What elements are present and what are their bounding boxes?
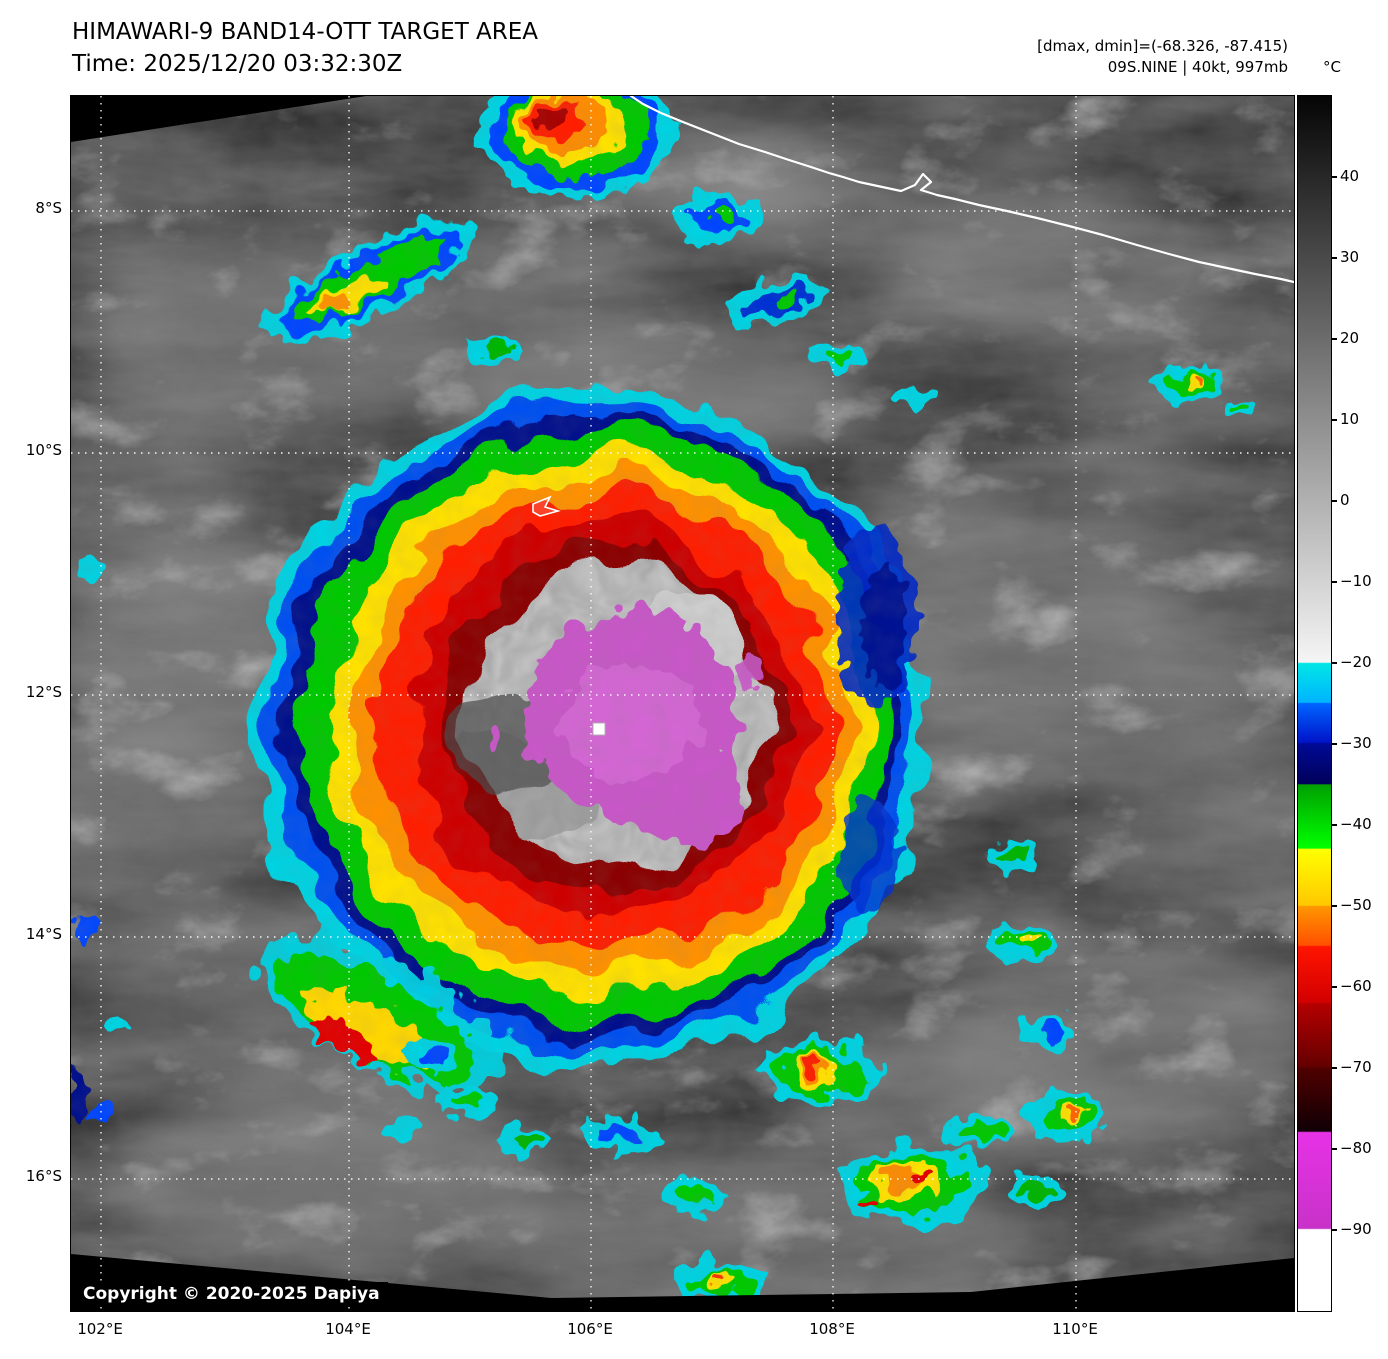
satellite-map: Copyright © 2020-2025 Dapiya	[70, 95, 1295, 1312]
colorbar-tick-m60: −60	[1332, 977, 1372, 995]
satellite-image	[71, 96, 1294, 1311]
colorbar-unit: °C	[1323, 58, 1341, 76]
lon-label-104e: 104°E	[325, 1320, 371, 1338]
colorbar-tick-m30: −30	[1332, 734, 1372, 752]
copyright-watermark: Copyright © 2020-2025 Dapiya	[79, 1282, 388, 1307]
lon-label-106e: 106°E	[567, 1320, 613, 1338]
timestamp: Time: 2025/12/20 03:32:30Z	[72, 51, 403, 77]
colorbar-gradient	[1297, 95, 1332, 1312]
dmax-dmin-readout: [dmax, dmin]=(-68.326, -87.415)	[1037, 37, 1288, 55]
lon-label-102e: 102°E	[77, 1320, 123, 1338]
lat-label-12s: 12°S	[25, 683, 62, 701]
colorbar-tick-m70: −70	[1332, 1058, 1372, 1076]
lon-label-108e: 108°E	[809, 1320, 855, 1338]
gridlines	[71, 96, 1294, 1311]
lat-label-14s: 14°S	[25, 925, 62, 943]
colorbar-tick-30: 30	[1331, 248, 1360, 266]
colorbar-tick-m80: −80	[1332, 1139, 1372, 1157]
page-title: HIMAWARI-9 BAND14-OTT TARGET AREA	[72, 19, 539, 45]
lon-label-110e: 110°E	[1052, 1320, 1098, 1338]
lat-label-16s: 16°S	[25, 1167, 62, 1185]
lat-label-8s: 8°S	[35, 199, 62, 217]
storm-center-marker	[592, 722, 606, 736]
lat-label-10s: 10°S	[25, 441, 62, 459]
coastline	[629, 96, 1294, 284]
colorbar-tick-m10: −10	[1332, 572, 1372, 590]
colorbar-tick-m20: −20	[1332, 653, 1372, 671]
colorbar-tick-40: 40	[1331, 167, 1360, 185]
annotation-glyph	[532, 495, 561, 517]
colorbar-tick-10: 10	[1331, 410, 1360, 428]
colorbar-tick-0: 0	[1332, 491, 1350, 509]
colorbar-tick-20: 20	[1331, 329, 1360, 347]
colorbar-tick-m40: −40	[1332, 815, 1372, 833]
storm-info: 09S.NINE | 40kt, 997mb	[1107, 58, 1288, 76]
colorbar-tick-m50: −50	[1332, 896, 1372, 914]
colorbar-tick-m90: −90	[1332, 1220, 1372, 1238]
